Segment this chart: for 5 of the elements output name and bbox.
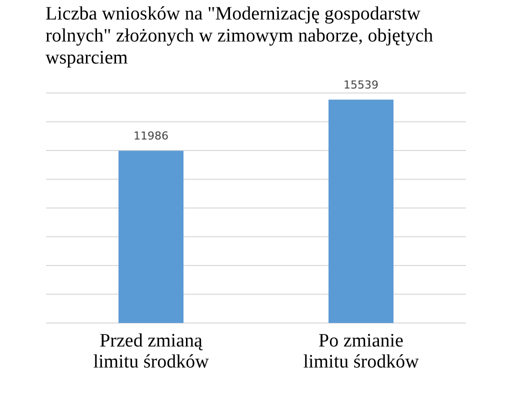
data-label: 11986 [134, 130, 168, 143]
x-tick-label: Przed zmianą limitu środków [93, 330, 210, 372]
x-tick-label: Po zmianie limitu środków [303, 330, 420, 372]
chart-title: Liczba wniosków na "Modernizację gospodarstw rolnych" złożonych w zimowym naborze, objętych wsparciem [46, 4, 434, 69]
data-label: 15539 [344, 78, 378, 92]
